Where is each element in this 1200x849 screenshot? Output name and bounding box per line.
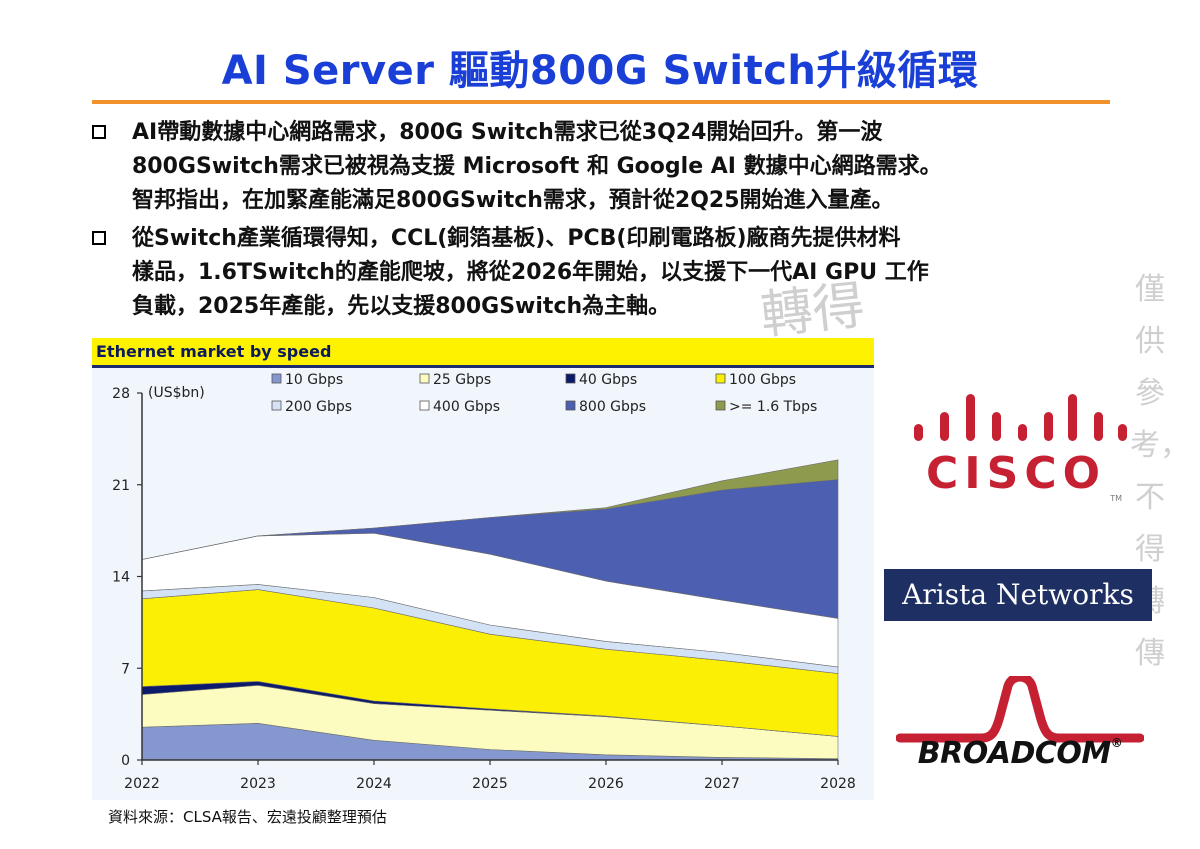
- x-tick-label: 2025: [472, 776, 508, 792]
- legend-swatch: [271, 373, 282, 384]
- cisco-wordmark: CISCO: [925, 448, 1107, 499]
- cisco-trademark: TM: [1110, 494, 1122, 503]
- legend-swatch: [715, 373, 726, 384]
- x-tick-label: 2024: [356, 776, 392, 792]
- x-tick-label: 2026: [588, 776, 624, 792]
- arista-logo: Arista Networks: [884, 569, 1152, 621]
- bullet-line: 負載，2025年產能，先以支援800GSwitch為主軸。: [132, 294, 671, 319]
- legend-label: 400 Gbps: [433, 399, 500, 415]
- y-tick-label: 14: [112, 570, 130, 586]
- broadcom-logo: BROADCOM®: [895, 672, 1145, 796]
- legend-label: >= 1.6 Tbps: [729, 399, 817, 415]
- legend-swatch: [715, 400, 726, 411]
- y-unit-label: (US$bn): [148, 385, 205, 401]
- arista-wordmark: Arista Networks: [902, 578, 1134, 611]
- legend-swatch: [271, 400, 282, 411]
- bullet-line: AI帶動數據中心網路需求，800G Switch需求已從3Q24開始回升。第一波: [132, 120, 883, 145]
- slide-title: AI Server 驅動800G Switch升級循環: [221, 48, 979, 94]
- title-underline: [92, 100, 1110, 104]
- y-tick-label: 7: [121, 661, 130, 677]
- x-tick-label: 2023: [240, 776, 276, 792]
- y-tick-label: 28: [112, 386, 130, 402]
- bullet-item-2: 從Switch產業循環得知，CCL(銅箔基板)、PCB(印刷電路板)廠商先提供材…: [92, 222, 1112, 324]
- legend-swatch: [419, 373, 430, 384]
- bullet-item-1: AI帶動數據中心網路需求，800G Switch需求已從3Q24開始回升。第一波…: [92, 116, 1112, 218]
- cisco-logo: CISCO TM: [900, 386, 1132, 510]
- bullet-box-icon: [92, 231, 106, 245]
- x-tick-label: 2027: [704, 776, 740, 792]
- legend-label: 40 Gbps: [579, 372, 637, 388]
- chart-title: Ethernet market by speed: [96, 342, 332, 361]
- bullet-box-icon: [92, 125, 106, 139]
- bullet-line: 從Switch產業循環得知，CCL(銅箔基板)、PCB(印刷電路板)廠商先提供材…: [132, 226, 901, 251]
- broadcom-pulse-icon: [895, 672, 1145, 743]
- legend-swatch: [565, 373, 576, 384]
- bullet-list: AI帶動數據中心網路需求，800G Switch需求已從3Q24開始回升。第一波…: [92, 116, 1112, 328]
- chart-title-bar: Ethernet market by speed: [92, 338, 874, 368]
- legend-swatch: [419, 400, 430, 411]
- bullet-line: 樣品，1.6TSwitch的產能爬坡，將從2026年開始，以支援下一代AI GP…: [132, 260, 929, 285]
- legend-label: 10 Gbps: [285, 372, 343, 388]
- broadcom-wordmark: BROADCOM®: [917, 736, 1123, 771]
- y-tick-label: 0: [121, 753, 130, 769]
- legend-label: 100 Gbps: [729, 372, 796, 388]
- y-tick-label: 21: [112, 478, 130, 494]
- legend-label: 25 Gbps: [433, 372, 491, 388]
- x-tick-label: 2028: [820, 776, 856, 792]
- cisco-bars-icon: [914, 394, 1127, 441]
- legend-label: 800 Gbps: [579, 399, 646, 415]
- x-tick-label: 2022: [124, 776, 160, 792]
- source-note: 資料來源：CLSA報告、宏遠投顧整理預估: [108, 808, 387, 826]
- legend-swatch: [565, 400, 576, 411]
- bullet-line: 智邦指出，在加緊產能滿足800GSwitch需求，預計從2Q25開始進入量產。: [132, 188, 894, 213]
- legend-label: 200 Gbps: [285, 399, 352, 415]
- bullet-line: 800GSwitch需求已被視為支援 Microsoft 和 Google AI…: [132, 154, 942, 179]
- area-series-7: [141, 459, 839, 560]
